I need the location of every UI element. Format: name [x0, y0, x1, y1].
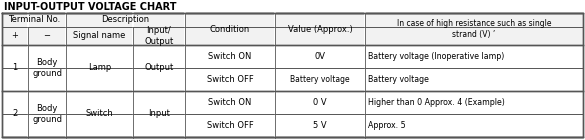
Text: Lamp: Lamp	[88, 64, 111, 73]
Text: 5 V: 5 V	[314, 121, 327, 130]
Bar	[2, 45, 583, 137]
Text: Description: Description	[101, 16, 150, 24]
Text: Input/
Output: Input/ Output	[144, 26, 174, 46]
Text: −: −	[43, 32, 50, 40]
Text: Body
ground: Body ground	[32, 104, 62, 124]
Text: Input: Input	[148, 109, 170, 118]
Text: Switch OFF: Switch OFF	[207, 75, 253, 84]
Text: In case of high resistance such as single
strand (V) ’: In case of high resistance such as singl…	[397, 19, 551, 39]
Text: Condition: Condition	[210, 24, 250, 33]
Bar	[2, 13, 583, 45]
Text: Body
ground: Body ground	[32, 58, 62, 78]
Text: INPUT-OUTPUT VOLTAGE CHART: INPUT-OUTPUT VOLTAGE CHART	[4, 2, 177, 12]
Text: Battery voltage: Battery voltage	[290, 75, 350, 84]
Text: Approx. 5: Approx. 5	[368, 121, 406, 130]
Text: Switch ON: Switch ON	[208, 52, 252, 61]
Text: Switch OFF: Switch OFF	[207, 121, 253, 130]
Text: Switch: Switch	[85, 109, 113, 118]
Text: Battery voltage (Inoperative lamp): Battery voltage (Inoperative lamp)	[368, 52, 504, 61]
Text: Higher than 0 Approx. 4 (Example): Higher than 0 Approx. 4 (Example)	[368, 98, 505, 107]
Text: 1: 1	[12, 64, 18, 73]
Text: Switch ON: Switch ON	[208, 98, 252, 107]
Text: 0V: 0V	[315, 52, 326, 61]
Text: Terminal No.: Terminal No.	[8, 16, 60, 24]
Text: Value (Approx.): Value (Approx.)	[288, 24, 353, 33]
Text: Signal name: Signal name	[73, 32, 126, 40]
Text: Battery voltage: Battery voltage	[368, 75, 429, 84]
Text: +: +	[12, 32, 19, 40]
Text: Output: Output	[144, 64, 174, 73]
Text: 0 V: 0 V	[314, 98, 327, 107]
Text: 2: 2	[12, 109, 18, 118]
